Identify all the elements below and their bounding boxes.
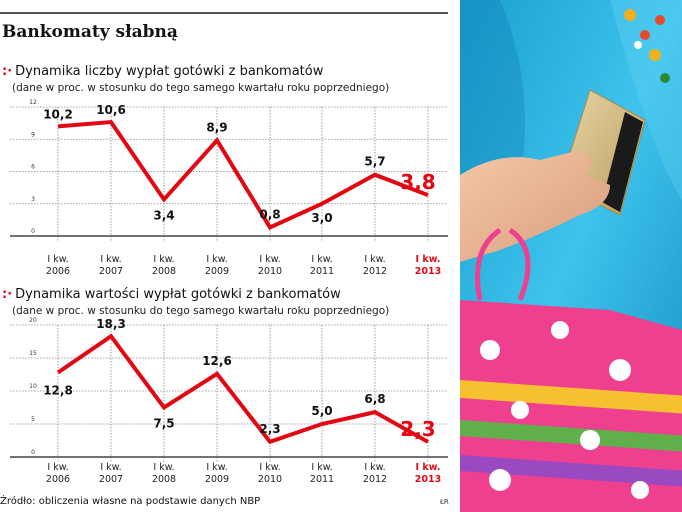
x-tick-label: I kw. — [364, 254, 385, 265]
data-label: 0,8 — [259, 207, 280, 221]
data-label: 18,3 — [96, 317, 126, 331]
data-label: 3,0 — [311, 211, 332, 225]
y-tick-label: 20 — [29, 317, 37, 324]
page-title: Bankomaty słabną — [2, 22, 178, 42]
y-tick-label: 12 — [29, 99, 37, 106]
x-tick-label: I kw. — [206, 254, 227, 265]
chart2-title: :· Dynamika wartości wypłat gotówki z ban… — [2, 287, 341, 302]
x-tick-label: 2009 — [205, 474, 229, 485]
x-tick-label: 2011 — [310, 474, 334, 485]
bullet-icon: :· — [2, 64, 13, 79]
y-tick-label: 0 — [31, 449, 35, 456]
y-tick-label: 3 — [31, 196, 35, 203]
x-tick-label: I kw. — [206, 462, 227, 473]
data-line — [56, 333, 429, 445]
x-tick-label: I kw. — [416, 462, 441, 473]
x-tick-label: I kw. — [47, 462, 68, 473]
x-tick-label: I kw. — [100, 254, 121, 265]
data-label: 10,6 — [96, 103, 126, 117]
x-tick-label: I kw. — [259, 462, 280, 473]
chart1-title-text: Dynamika liczby wypłat gotówki z bankoma… — [15, 64, 324, 79]
x-tick-label: 2006 — [46, 474, 70, 485]
data-label: 3,4 — [153, 208, 174, 222]
x-tick-label: 2013 — [415, 474, 441, 485]
data-label: 12,8 — [43, 384, 73, 398]
x-tick-label: I kw. — [311, 462, 332, 473]
x-tick-label: I kw. — [153, 462, 174, 473]
data-label: 8,9 — [206, 120, 227, 134]
source-note: Źródło: obliczenia własne na podstawie d… — [0, 496, 261, 507]
x-tick-label: 2007 — [99, 266, 123, 277]
y-tick-label: 15 — [29, 350, 37, 357]
chart2-title-text: Dynamika wartości wypłat gotówki z banko… — [15, 287, 341, 302]
x-tick-label: 2013 — [415, 266, 441, 277]
data-label: 5,0 — [311, 404, 332, 418]
chart1-title: :· Dynamika liczby wypłat gotówki z banko… — [2, 64, 323, 79]
top-rule — [0, 12, 448, 14]
y-tick-label: 0 — [31, 228, 35, 235]
photo-shopping-card — [460, 0, 682, 512]
x-tick-label: I kw. — [364, 462, 385, 473]
x-tick-label: I kw. — [153, 254, 174, 265]
chart1-subtitle: (dane w proc. w stosunku do tego samego … — [12, 82, 390, 94]
data-label: 7,5 — [153, 417, 174, 431]
y-tick-label: 10 — [29, 383, 37, 390]
data-line — [57, 119, 429, 230]
data-label: 12,6 — [202, 354, 232, 368]
x-tick-label: 2010 — [258, 474, 282, 485]
y-tick-label: 6 — [31, 164, 35, 171]
chart2-subtitle: (dane w proc. w stosunku do tego samego … — [12, 305, 390, 317]
x-tick-label: 2008 — [152, 474, 176, 485]
bullet-icon: :· — [2, 287, 13, 302]
data-label: 2,3 — [400, 417, 435, 441]
x-tick-label: I kw. — [100, 462, 121, 473]
author-credit: ŁR — [440, 498, 449, 506]
x-tick-label: I kw. — [47, 254, 68, 265]
x-tick-label: 2006 — [46, 266, 70, 277]
x-tick-label: 2008 — [152, 266, 176, 277]
x-tick-label: 2012 — [363, 474, 387, 485]
y-tick-label: 5 — [31, 416, 35, 423]
x-tick-label: I kw. — [416, 254, 441, 265]
x-tick-label: 2010 — [258, 266, 282, 277]
y-tick-label: 9 — [31, 131, 35, 138]
data-label: 10,2 — [43, 107, 73, 121]
data-label: 6,8 — [364, 392, 385, 406]
x-tick-label: I kw. — [311, 254, 332, 265]
x-tick-label: 2012 — [363, 266, 387, 277]
data-label: 3,8 — [400, 170, 435, 194]
x-tick-label: 2007 — [99, 474, 123, 485]
infographic: Bankomaty słabną :· Dynamika liczby wypła… — [0, 12, 449, 507]
x-tick-label: 2009 — [205, 266, 229, 277]
x-tick-label: I kw. — [259, 254, 280, 265]
data-label: 2,3 — [259, 422, 280, 436]
data-label: 5,7 — [364, 155, 385, 169]
x-tick-label: 2011 — [310, 266, 334, 277]
